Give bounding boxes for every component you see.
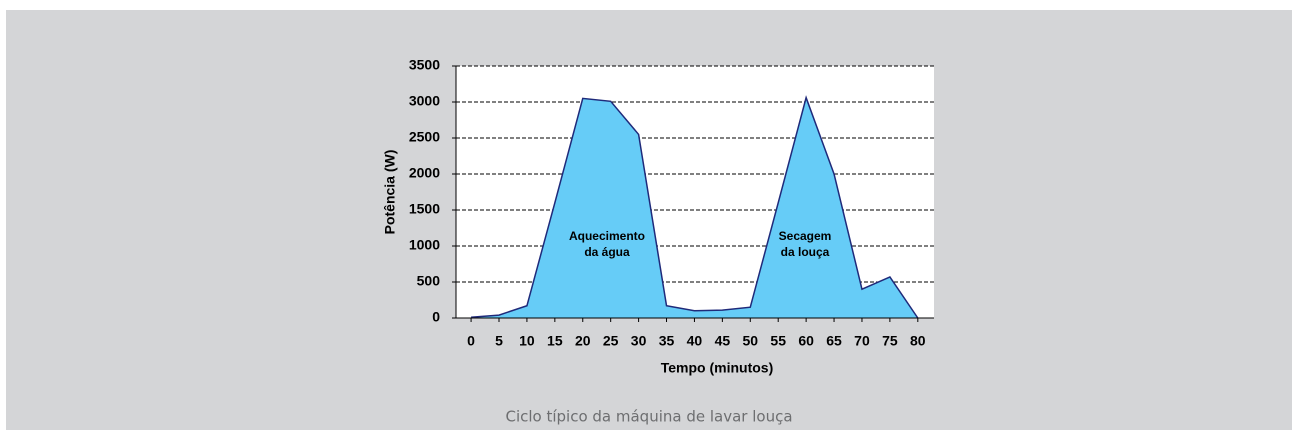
annotation: Secagem — [779, 229, 832, 243]
x-tick-label: 75 — [882, 333, 898, 349]
x-tick-label: 50 — [742, 333, 758, 349]
y-tick-label: 1500 — [409, 201, 440, 217]
y-tick-label: 1000 — [409, 237, 440, 253]
y-tick-label: 3500 — [409, 57, 440, 73]
x-tick-label: 10 — [519, 333, 535, 349]
y-axis-title: Potência (W) — [382, 150, 398, 235]
x-tick-label: 0 — [467, 333, 475, 349]
x-axis-title: Tempo (minutos) — [661, 360, 774, 376]
line — [471, 95, 919, 319]
x-tick-label: 60 — [798, 333, 814, 349]
x-tick-label: 15 — [547, 333, 563, 349]
x-tick-label: 80 — [910, 333, 926, 349]
annotation: Aquecimento — [569, 229, 645, 243]
x-tick-label: 55 — [770, 333, 786, 349]
x-tick-label: 65 — [826, 333, 842, 349]
x-tick-label: 45 — [715, 333, 731, 349]
annotation: da louça — [781, 245, 830, 259]
x-tick-label: 25 — [603, 333, 619, 349]
x-tick-label: 35 — [659, 333, 675, 349]
plot-area — [456, 66, 934, 318]
y-tick-label: 3000 — [409, 93, 440, 109]
x-tick-label: 30 — [631, 333, 647, 349]
y-tick-label: 2500 — [409, 129, 440, 145]
annotation: da água — [584, 245, 630, 259]
y-tick-label: 0 — [432, 309, 440, 325]
x-tick-label: 40 — [687, 333, 703, 349]
y-tick-label: 2000 — [409, 165, 440, 181]
x-tick-label: 5 — [495, 333, 503, 349]
area — [471, 97, 918, 319]
caption: Ciclo típico da máquina de lavar louça — [505, 408, 792, 426]
x-tick-label: 20 — [575, 333, 591, 349]
y-tick-label: 500 — [417, 273, 441, 289]
x-tick-label: 70 — [854, 333, 870, 349]
